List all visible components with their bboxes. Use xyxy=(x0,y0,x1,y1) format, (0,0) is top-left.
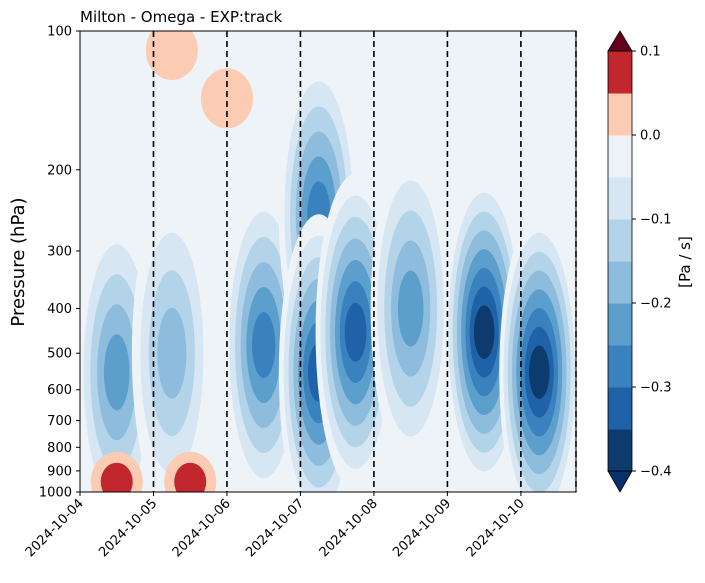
contour-band-7-8 xyxy=(473,305,495,359)
plot-area: 100 200 300 400 500 600 700 800 900 1000 2024-10-… xyxy=(23,25,577,560)
colorbar-swatch-6 xyxy=(608,177,632,220)
contour-band-10-2 xyxy=(174,462,207,492)
colorbar-frame xyxy=(607,50,633,472)
colorbar-swatch-5 xyxy=(608,219,632,262)
colorbar-tick-label-5: 0.1 xyxy=(640,45,661,60)
contour-field xyxy=(80,31,576,492)
colorbar-swatch-3 xyxy=(608,303,632,346)
contour-band-9-2 xyxy=(100,462,133,492)
chart-title: Milton - Omega - EXP:track xyxy=(80,8,282,26)
colorbar-extend-max xyxy=(607,30,633,52)
x-tick-label-2024-10-08: 2024-10-08 xyxy=(317,496,381,560)
colorbar-swatch-7 xyxy=(608,135,632,178)
x-tick-label-2024-10-10: 2024-10-10 xyxy=(464,496,528,560)
y-tick-label-300: 300 xyxy=(47,244,72,259)
colorbar-tick-label-0: −0.4 xyxy=(640,465,672,480)
contour-band-11-1 xyxy=(200,68,253,129)
y-tick-label-700: 700 xyxy=(47,414,72,429)
y-axis: 100 200 300 400 500 600 700 800 900 1000 xyxy=(39,25,80,501)
colorbar-swatch-8 xyxy=(608,93,632,136)
y-tick-label-100: 100 xyxy=(47,25,72,40)
contour-band-8-8 xyxy=(529,345,550,400)
contour-band-2-6 xyxy=(252,312,276,379)
contour-band-1-4 xyxy=(157,307,187,399)
colorbar-swatch-9 xyxy=(608,51,632,94)
plot-frame xyxy=(79,30,577,493)
contour-band-12-1 xyxy=(145,31,198,80)
colorbar-swatch-1 xyxy=(608,387,632,430)
contour-band-6-5 xyxy=(397,270,424,347)
y-tick-label-400: 400 xyxy=(47,302,72,317)
x-axis: 2024-10-04 2024-10-05 2024-10-06 2024-10-07… xyxy=(23,492,528,560)
x-tick-label-2024-10-05: 2024-10-05 xyxy=(96,496,160,560)
y-tick-label-900: 900 xyxy=(47,464,72,479)
colorbar-tick-label-3: −0.1 xyxy=(640,213,672,228)
colorbar: −0.4 −0.3 −0.2 −0.1 0.0 0.1 xyxy=(607,30,672,493)
contour-band-0-5 xyxy=(103,334,130,411)
x-tick-label-2024-10-07: 2024-10-07 xyxy=(243,496,307,560)
colorbar-tick-label-2: −0.2 xyxy=(640,297,672,312)
y-tick-label-200: 200 xyxy=(47,163,72,178)
colorbar-label: [Pa / s] xyxy=(676,236,694,288)
colorbar-swatch-4 xyxy=(608,261,632,304)
y-tick-label-1000: 1000 xyxy=(39,486,72,501)
colorbar-tick-label-4: 0.0 xyxy=(640,129,661,144)
colorbar-extend-min xyxy=(607,470,633,493)
colorbar-swatch-0 xyxy=(608,429,632,472)
y-tick-label-600: 600 xyxy=(47,383,72,398)
colorbar-swatch-2 xyxy=(608,345,632,388)
y-tick-label-800: 800 xyxy=(47,441,72,456)
y-axis-label: Pressure (hPa) xyxy=(8,197,29,326)
colorbar-tick-label-1: −0.3 xyxy=(640,381,672,396)
y-tick-label-500: 500 xyxy=(47,347,72,362)
x-tick-label-2024-10-06: 2024-10-06 xyxy=(170,496,234,560)
x-tick-label-2024-10-04: 2024-10-04 xyxy=(23,496,87,560)
contour-band-5-7 xyxy=(344,302,367,362)
x-tick-label-2024-10-09: 2024-10-09 xyxy=(390,496,454,560)
